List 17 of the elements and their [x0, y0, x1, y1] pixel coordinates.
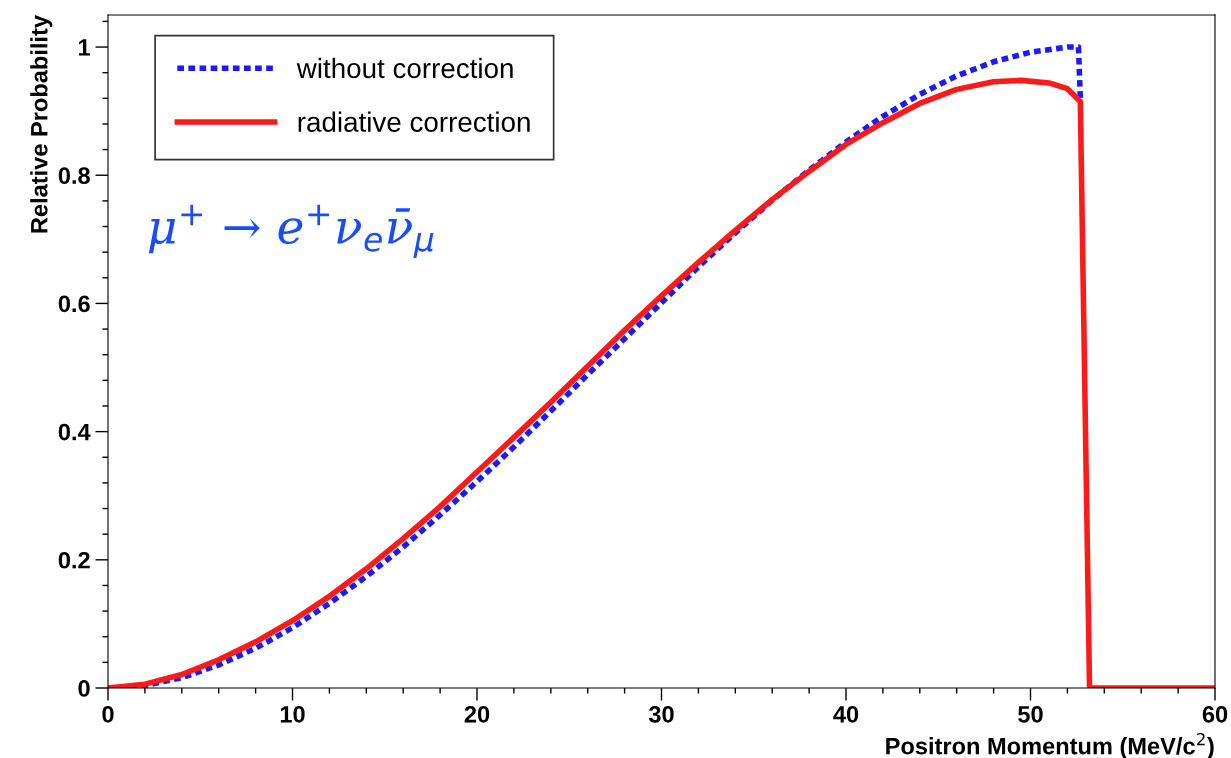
y-axis-title: Relative Probability	[30, 15, 53, 233]
y-tick-label: 1	[79, 39, 90, 56]
y-tick-label: 0.2	[58, 551, 90, 569]
y-tick-label: 0.4	[58, 423, 91, 441]
x-tick-label: 20	[464, 705, 490, 723]
x-tick-label: 10	[280, 705, 305, 723]
x-tick-label: 0	[102, 705, 114, 723]
y-tick-label: 0	[78, 680, 90, 697]
annotation: μ$^{+}$ → e$^{+}$ν$_{e}$ν̄$_{μ}$	[148, 204, 434, 259]
x-tick-label: 30	[648, 705, 674, 723]
x-tick-label: 50	[1018, 705, 1043, 723]
x-tick-label: 60	[1202, 705, 1228, 723]
y-tick-label: 0.8	[58, 167, 90, 185]
legend-label: radiative correction	[298, 111, 530, 132]
y-tick-label: 0.6	[58, 295, 90, 313]
x-tick-label: 40	[833, 705, 859, 723]
legend-label: without correction	[296, 57, 513, 79]
